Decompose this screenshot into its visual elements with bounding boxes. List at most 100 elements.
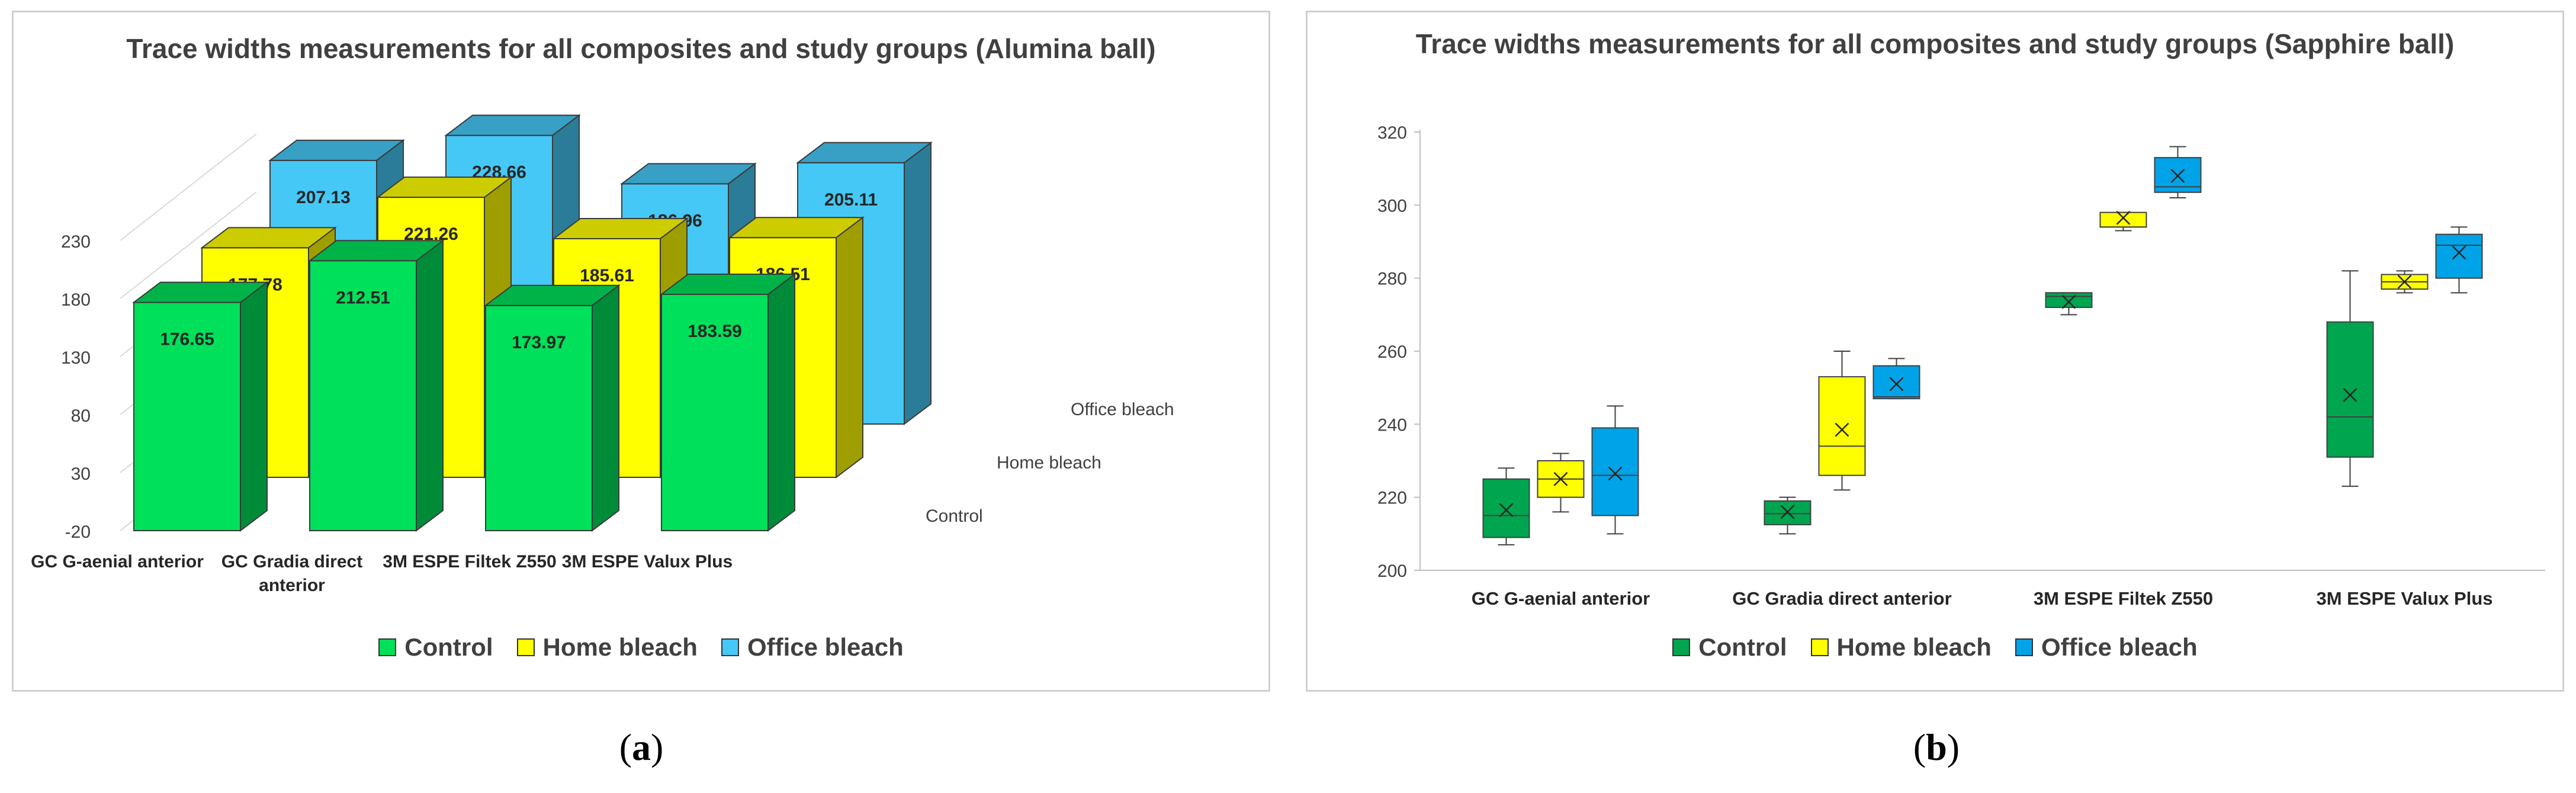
y-tick-label: 180 [61, 290, 91, 310]
mean-marker [1780, 505, 1795, 519]
y-tick-label: -20 [65, 522, 91, 542]
iqr-box [1482, 478, 1530, 538]
chart-title-alumina: Trace widths measurements for all compos… [126, 33, 1156, 64]
y-tick-label: 240 [1377, 415, 1407, 435]
legend-swatch-home-bleach [516, 638, 535, 656]
legend-label-office-bleach-b: Office bleach [2041, 633, 2198, 661]
legend-item-control-b: Control [1672, 633, 1787, 662]
legend-item-office-bleach-b: Office bleach [2015, 633, 2198, 662]
category-label-gc-gradia-direct-anterior: GC Gradia direct anterior [221, 552, 362, 595]
legend-swatch-home-bleach-b [1810, 638, 1829, 656]
legend-item-control: Control [378, 633, 493, 662]
bar-side [904, 141, 932, 426]
category-label-gc-g-aenial-anterior: GC G-aenial anterior [31, 552, 204, 572]
data-label: 176.65 [160, 330, 214, 349]
caption-a: (a) [619, 726, 664, 768]
bar-top [796, 142, 933, 163]
y-tick-label: 300 [1377, 196, 1407, 216]
depth-label-home-bleach: Home bleach [997, 453, 1101, 473]
mean-marker [1835, 422, 1849, 437]
category-label-3m-espe-filtek-z550: 3M ESPE Filtek Z550 [2034, 588, 2213, 609]
iqr-box [2326, 321, 2374, 458]
data-label: 173.97 [512, 333, 566, 352]
box-home-bleach-3m-espe-filtek-z550 [2099, 211, 2147, 232]
caption-b: (b) [1913, 726, 1960, 768]
box-plot-sapphire: 200 220 240 260 280 300 320 GC G-aenial anterio… [1377, 123, 2545, 609]
bar-chart-3d-alumina: -203080130180230207.13228.66186.96205.11… [31, 114, 1174, 595]
legend-label-home-bleach: Home bleach [542, 633, 698, 661]
legend-item-home-bleach-b: Home bleach [1810, 633, 1992, 662]
bar-top [308, 240, 445, 262]
y-tick-label: 200 [1377, 561, 1407, 581]
box-home-bleach-gc-gradia-direct-anterior [1818, 351, 1866, 491]
box-control-3m-espe-filtek-z550 [2045, 292, 2093, 316]
y-tick-label: 280 [1377, 269, 1407, 289]
bar-side [240, 281, 268, 532]
bar-control-gc-gradia-direct-anterior: 212.51 [308, 239, 445, 532]
chart-title-sapphire: Trace widths measurements for all compos… [1415, 28, 2455, 59]
y-tick-label: 230 [61, 232, 91, 252]
iqr-box [1764, 500, 1811, 525]
mean-marker [2061, 294, 2076, 309]
bar-front [661, 293, 769, 531]
box-office-bleach-3m-espe-filtek-z550 [2154, 146, 2202, 198]
mean-marker [2397, 274, 2412, 289]
category-label-gc-gradia-direct-anterior: GC Gradia direct anterior [1732, 588, 1951, 609]
box-control-3m-espe-valux-plus [2326, 270, 2374, 487]
legend-label-control: Control [404, 633, 493, 661]
bar-front [485, 304, 593, 531]
bar-control-gc-g-aenial-anterior: 176.65 [132, 281, 269, 532]
bar-side [592, 284, 619, 532]
bar-side [767, 272, 795, 532]
bar-control-3m-espe-valux-plus: 183.59 [660, 272, 796, 532]
bar-top [484, 284, 621, 306]
category-label-3m-espe-valux-plus: 3M ESPE Valux Plus [2316, 588, 2493, 609]
category-label-3m-espe-filtek-z550: 3M ESPE Filtek Z550 [383, 552, 556, 572]
legend-alumina: Control Home bleach Office bleach [14, 633, 1268, 662]
data-label: 212.51 [336, 288, 390, 307]
bar-top [376, 176, 513, 198]
iqr-box [2045, 292, 2093, 309]
box-control-gc-gradia-direct-anterior [1764, 496, 1811, 535]
y-tick-label: 220 [1377, 489, 1407, 508]
bar-top [552, 218, 689, 240]
data-label: 183.59 [688, 322, 742, 341]
legend-swatch-control [378, 638, 397, 656]
bar-side [416, 239, 444, 532]
mean-marker [1889, 377, 1904, 391]
bar-top [660, 273, 796, 295]
bar-front [309, 260, 417, 531]
box-home-bleach-gc-g-aenial-anterior [1537, 452, 1585, 513]
data-label: 207.13 [296, 188, 351, 207]
legend-sapphire: Control Home bleach Office bleach [1308, 633, 2562, 662]
y-tick-label: 260 [1377, 342, 1407, 362]
depth-label-control: Control [926, 506, 983, 526]
box-office-bleach-3m-espe-valux-plus [2435, 226, 2483, 294]
y-tick-label: 130 [61, 348, 91, 368]
legend-swatch-office-bleach-b [2015, 638, 2033, 656]
bar-control-3m-espe-filtek-z550: 173.97 [484, 284, 621, 532]
legend-item-home-bleach: Home bleach [516, 633, 698, 662]
box-office-bleach-gc-gradia-direct-anterior [1872, 358, 1920, 400]
box-control-gc-g-aenial-anterior [1482, 467, 1530, 545]
iqr-box [1818, 376, 1866, 476]
y-tick-label: 80 [71, 406, 91, 426]
category-label-3m-espe-valux-plus: 3M ESPE Valux Plus [562, 552, 733, 572]
chart-panel-sapphire: Trace widths measurements for all compos… [1306, 11, 2564, 692]
box-home-bleach-3m-espe-valux-plus [2381, 270, 2429, 294]
mean-marker [1553, 471, 1568, 486]
grid-line [120, 133, 257, 241]
iqr-box [2435, 233, 2483, 279]
mean-marker [2116, 211, 2131, 225]
box-office-bleach-gc-g-aenial-anterior [1591, 405, 1639, 535]
bar-top [268, 139, 405, 161]
legend-swatch-control-b [1672, 638, 1691, 656]
bar-top [444, 114, 581, 136]
legend-item-office-bleach: Office bleach [721, 633, 904, 662]
bar-top [200, 227, 337, 249]
mean-marker [1499, 503, 1514, 518]
legend-label-home-bleach-b: Home bleach [1836, 633, 1992, 661]
iqr-box [1872, 365, 1920, 400]
legend-label-office-bleach: Office bleach [747, 633, 904, 661]
grid-line [120, 191, 257, 299]
